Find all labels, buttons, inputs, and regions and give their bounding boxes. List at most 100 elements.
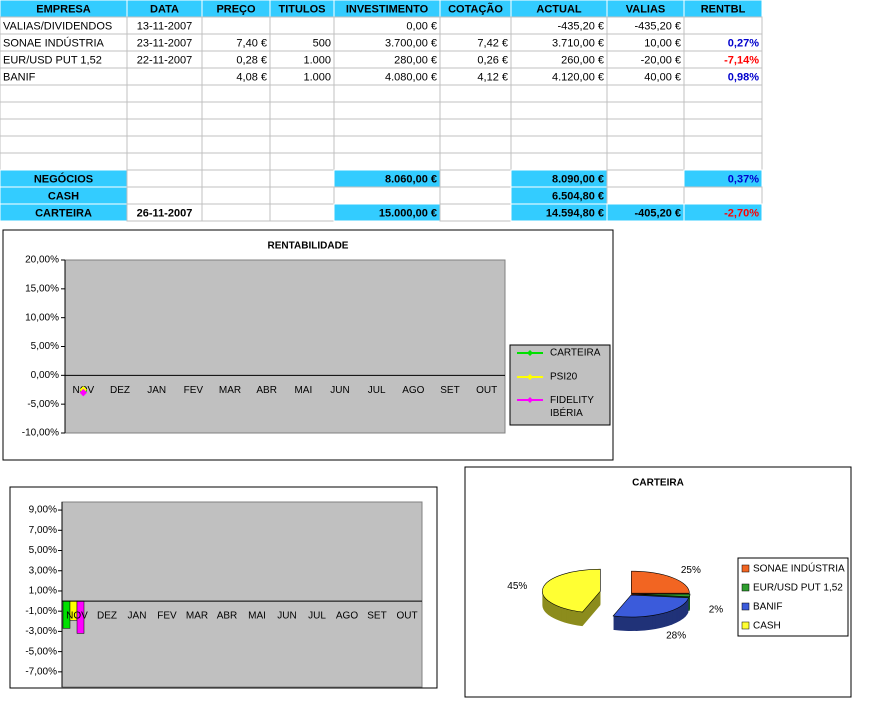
cell-bg <box>126 135 203 154</box>
cell: 0,98% <box>728 71 759 83</box>
legend-marker <box>527 350 533 356</box>
cell: NEGÓCIOS <box>34 172 93 185</box>
cell-bg <box>333 186 441 205</box>
y-tick-label: 1,00% <box>29 586 57 597</box>
cell-bg <box>269 84 335 103</box>
cell-bg <box>606 84 685 103</box>
cell-bg <box>269 135 335 154</box>
legend-word: IBÉRIA <box>550 406 583 419</box>
legend-label: CASH <box>753 621 781 632</box>
cell: 8.090,00 € <box>552 173 604 185</box>
x-tick-label: JUN <box>330 385 349 396</box>
cell: -435,20 € <box>558 20 604 32</box>
cell-bg <box>0 101 128 120</box>
cell-bg <box>683 118 763 137</box>
cell: 4,12 € <box>477 71 508 83</box>
x-tick-label: AGO <box>402 385 424 396</box>
cell-bg <box>606 135 685 154</box>
cell: 280,00 € <box>394 54 437 66</box>
y-tick-label: 9,00% <box>29 505 57 516</box>
x-tick-label: MAI <box>248 611 266 622</box>
cell-bg <box>269 101 335 120</box>
cell-bg <box>439 16 512 35</box>
y-tick-label: -10,00% <box>22 428 59 439</box>
x-tick-label: OUT <box>476 385 497 396</box>
x-tick-label: ABR <box>256 385 277 396</box>
cell: 26-11-2007 <box>137 207 193 219</box>
cell-bg <box>269 186 335 205</box>
cell-bg <box>683 135 763 154</box>
cell: -435,20 € <box>635 20 681 32</box>
cell: 1.000 <box>303 71 331 83</box>
plot-area <box>64 259 506 434</box>
cell-bg <box>126 118 203 137</box>
column-header: COTAÇÃO <box>448 2 503 15</box>
pie-value-label: 28% <box>666 631 686 642</box>
cell: 500 <box>313 37 331 49</box>
column-header: DATA <box>150 3 179 15</box>
cell: EUR/USD PUT 1,52 <box>3 54 102 66</box>
y-tick-label: 15,00% <box>25 283 59 294</box>
cell-bg <box>0 118 128 137</box>
legend-label: FIDELITY IBÉRIA <box>550 395 594 419</box>
pie-value-label: 25% <box>681 565 701 576</box>
cell-bg <box>0 135 128 154</box>
y-tick-label: -1,00% <box>25 606 57 617</box>
y-tick-label: -5,00% <box>27 399 59 410</box>
chart-title: CARTEIRA <box>632 478 684 489</box>
cell-bg <box>683 186 763 205</box>
x-tick-label: FEV <box>184 385 204 396</box>
cell-bg <box>201 16 271 35</box>
cell: 13-11-2007 <box>137 20 192 32</box>
cell: VALIAS/DIVIDENDOS <box>3 20 112 32</box>
cell: 4.080,00 € <box>385 71 437 83</box>
x-tick-label: MAI <box>294 385 312 396</box>
x-tick-label: JUL <box>308 611 326 622</box>
legend-word: FIDELITY <box>550 395 594 406</box>
legend-label: SONAE INDÚSTRIA <box>753 562 845 575</box>
x-tick-label: FEV <box>157 611 177 622</box>
cell: 0,26 € <box>477 54 508 66</box>
cell: -7,14% <box>724 54 759 66</box>
cell-bg <box>606 169 685 188</box>
plot-area <box>61 501 423 688</box>
cell-bg <box>606 186 685 205</box>
cell-bg <box>201 203 271 222</box>
column-header: PREÇO <box>216 3 256 15</box>
legend-label: CARTEIRA <box>550 348 601 359</box>
legend-swatch <box>741 602 750 611</box>
cell: 1.000 <box>303 54 331 66</box>
y-tick-label: 5,00% <box>29 545 57 556</box>
cell-bg <box>333 152 441 171</box>
cell: CASH <box>48 190 79 202</box>
cell-bg <box>510 84 608 103</box>
pie-value-label: 45% <box>507 581 527 592</box>
legend <box>509 344 611 426</box>
cell: -2,70% <box>724 207 759 219</box>
data-point <box>79 388 88 397</box>
x-tick-label: SET <box>440 385 459 396</box>
column-header: INVESTIMENTO <box>346 3 429 15</box>
x-tick-label: AGO <box>336 611 358 622</box>
cell: 40,00 € <box>644 71 681 83</box>
cell: 7,42 € <box>477 37 508 49</box>
cell: 0,28 € <box>236 54 267 66</box>
cell-bg <box>201 186 271 205</box>
cell-bg <box>510 101 608 120</box>
column-header: EMPRESA <box>36 3 90 15</box>
column-header: VALIAS <box>626 3 666 15</box>
cell-bg <box>201 84 271 103</box>
x-tick-label: JAN <box>128 611 147 622</box>
y-tick-label: 7,00% <box>29 525 57 536</box>
cell-bg <box>126 152 203 171</box>
x-tick-label: MAR <box>219 385 241 396</box>
chart-title: RENTABILIDADE <box>268 241 349 252</box>
cell-bg <box>439 186 512 205</box>
cell-bg <box>683 101 763 120</box>
y-tick-label: 20,00% <box>25 255 59 266</box>
y-tick-label: -7,00% <box>25 666 57 677</box>
cell-bg <box>439 118 512 137</box>
cell-bg <box>510 118 608 137</box>
cell-bg <box>439 169 512 188</box>
